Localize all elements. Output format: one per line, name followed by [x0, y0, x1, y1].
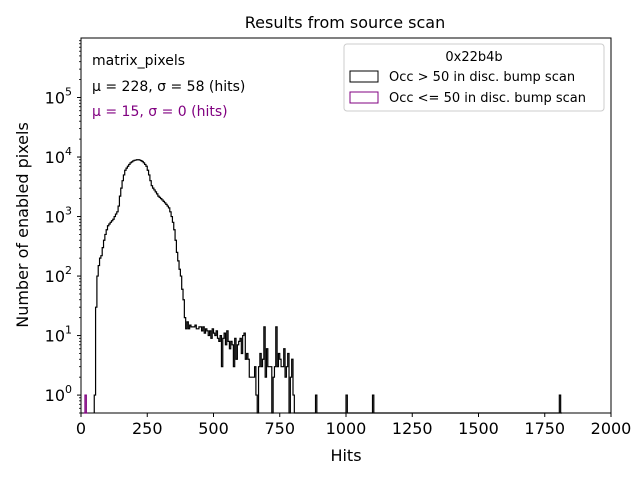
- y-tick-label: 105: [45, 86, 72, 108]
- histogram-series: [93, 159, 562, 414]
- legend-title: 0x22b4b: [445, 50, 502, 65]
- legend: 0x22b4b Occ > 50 in disc. bump scan Occ …: [343, 43, 605, 112]
- y-tick-label: 104: [45, 145, 72, 167]
- x-tick-label: 1000: [326, 419, 367, 438]
- annotation-stats-purple: μ = 15, σ = 0 (hits): [92, 104, 228, 120]
- y-tick-label: 102: [45, 264, 72, 286]
- x-tick-label: 0: [76, 419, 86, 438]
- annotation-stats-black: μ = 228, σ = 58 (hits): [92, 79, 245, 95]
- x-tick-label: 2000: [591, 419, 632, 438]
- legend-swatch-main: [349, 70, 379, 83]
- x-tick-label: 1500: [458, 419, 499, 438]
- y-ticks: 100 101 102 103 104 105: [45, 40, 81, 414]
- histogram-series: [83, 394, 88, 414]
- chart-title: Results from source scan: [245, 13, 445, 32]
- x-tick-label: 250: [132, 419, 163, 438]
- legend-entry-low: Occ <= 50 in disc. bump scan: [389, 91, 586, 106]
- x-ticks: 0 250 500 750 1000 1250 1500 1750 2000: [76, 413, 631, 438]
- annotation-name: matrix_pixels: [92, 53, 185, 69]
- series-layer: [83, 159, 562, 414]
- legend-box: [343, 43, 605, 112]
- legend-entry-main: Occ > 50 in disc. bump scan: [389, 70, 575, 85]
- x-tick-label: 500: [198, 419, 229, 438]
- y-tick-label: 101: [45, 324, 72, 346]
- y-axis-label: Number of enabled pixels: [13, 122, 32, 328]
- y-tick-label: 100: [45, 383, 72, 405]
- y-tick-label: 103: [45, 205, 72, 227]
- plot-area: 0 250 500 750 1000 1250 1500 1750 2000 100 101 102…: [45, 37, 631, 438]
- legend-swatch-low: [349, 91, 379, 104]
- x-axis-label: Hits: [330, 446, 361, 465]
- x-tick-label: 750: [264, 419, 295, 438]
- x-tick-label: 1250: [392, 419, 433, 438]
- x-tick-label: 1750: [524, 419, 565, 438]
